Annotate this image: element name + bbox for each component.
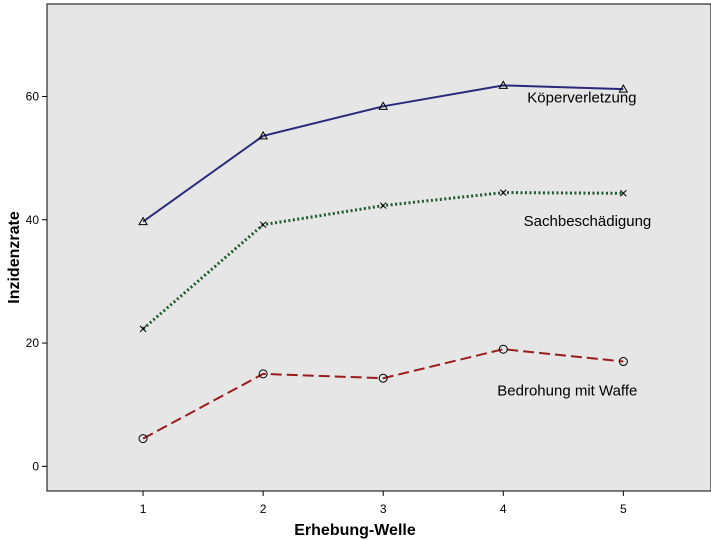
data-point: [378, 101, 389, 110]
data-point: [498, 80, 509, 89]
series-layer: [138, 80, 629, 444]
data-point: [499, 189, 507, 196]
x-axis: 1 2 3 4 5: [140, 491, 627, 516]
series-line: [142, 84, 624, 223]
data-point: [139, 325, 147, 333]
series-line: [142, 348, 624, 440]
data-point: [378, 373, 388, 383]
data-point: [498, 344, 508, 354]
series-label: Sachbeschädigung: [524, 213, 652, 230]
data-point: [619, 189, 627, 197]
y-tick-label: 0: [32, 459, 39, 473]
data-point: [618, 84, 629, 93]
data-point: [258, 369, 268, 379]
series-2: [139, 189, 627, 333]
plot-area: [46, 3, 711, 492]
series-labels: Köperverletzung Sachbeschädigung Bedrohung…: [497, 90, 651, 400]
x-tick-label: 4: [500, 502, 507, 516]
data-point: [379, 202, 387, 209]
series-1: [138, 80, 629, 226]
y-tick-label: 60: [26, 89, 40, 103]
series-label: Köperverletzung: [527, 90, 636, 107]
series-3: [138, 344, 628, 444]
y-tick-label: 20: [26, 336, 40, 350]
data-point: [618, 357, 628, 367]
data-point: [138, 216, 148, 226]
data-point: [138, 434, 148, 444]
y-axis: 0 20 40 60: [26, 89, 47, 473]
x-tick-label: 5: [620, 502, 627, 516]
data-point: [259, 221, 267, 229]
x-tick-label: 1: [140, 502, 147, 516]
x-axis-title: Erhebung-Welle: [294, 522, 416, 539]
y-tick-label: 40: [26, 213, 40, 227]
data-point: [258, 130, 268, 140]
x-tick-label: 3: [380, 502, 387, 516]
series-label: Bedrohung mit Waffe: [497, 382, 637, 399]
x-tick-label: 2: [260, 502, 267, 516]
y-axis-title: Inzidenzrate: [6, 211, 23, 304]
